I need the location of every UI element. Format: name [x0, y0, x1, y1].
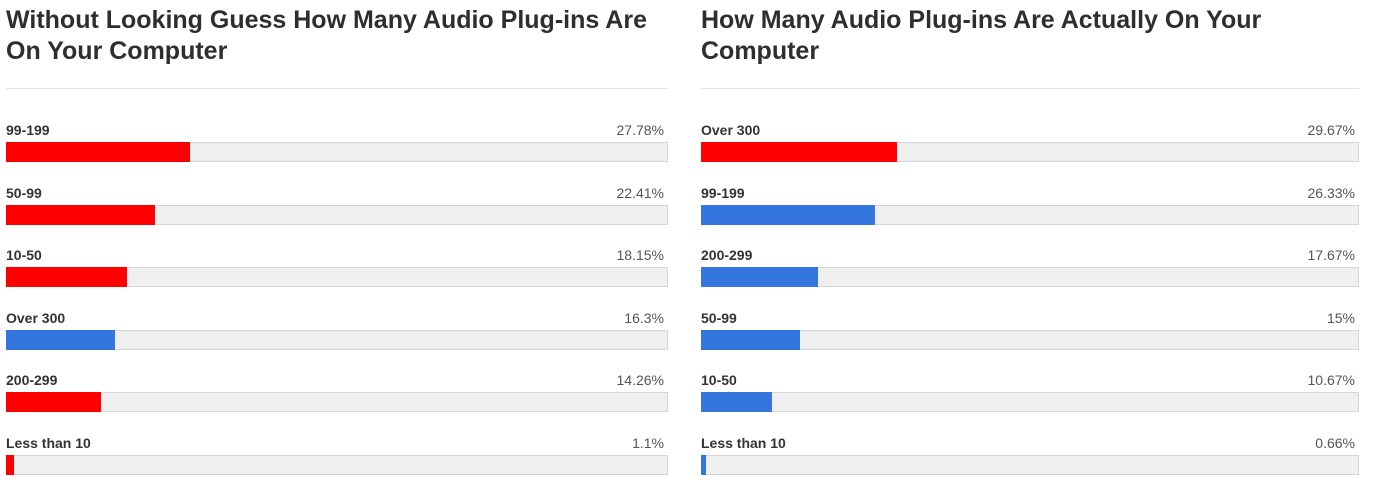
bar-fill [701, 142, 897, 162]
option-label: Over 300 [701, 122, 761, 138]
option-label: 10-50 [701, 372, 737, 389]
poll-row: Over 300 16.3% [6, 309, 668, 359]
percent-label: 1.1% [632, 435, 664, 451]
bar-fill [6, 204, 155, 225]
percent-label: 17.67% [1307, 247, 1355, 264]
poll-row: 99-199 27.78% [6, 121, 668, 171]
option-label: Over 300 [6, 309, 66, 326]
bar-fill [6, 455, 15, 475]
bar-track [6, 455, 668, 475]
option-label: 50-99 [6, 184, 42, 201]
option-label: 10-50 [6, 247, 42, 264]
percent-label: 0.66% [1315, 435, 1355, 451]
bar-fill [6, 392, 102, 413]
bar-fill [701, 267, 818, 288]
bar-track [6, 329, 668, 350]
percent-label: 10.67% [1307, 372, 1355, 389]
bar-fill [701, 455, 707, 475]
bar-track [701, 455, 1359, 475]
bar-track [6, 142, 668, 162]
bar-track [701, 267, 1359, 288]
poll-row: 99-199 26.33% [701, 184, 1359, 234]
percent-label: 27.78% [616, 122, 664, 138]
poll-panel-guess: Without Looking Guess How Many Audio Plu… [6, 0, 668, 475]
percent-label: 26.33% [1307, 184, 1355, 201]
poll-row: Over 300 29.67% [701, 121, 1359, 171]
bar-track [701, 142, 1359, 162]
option-label: 50-99 [701, 309, 737, 326]
bar-fill [701, 204, 875, 225]
bar-fill [701, 329, 801, 350]
bar-track [701, 204, 1359, 225]
poll-row: 200-299 17.67% [701, 246, 1359, 296]
percent-label: 15% [1326, 309, 1355, 326]
bar-track [701, 392, 1359, 413]
percent-label: 18.15% [616, 247, 664, 264]
poll-row: 10-50 10.67% [701, 371, 1359, 421]
poll-row: 50-99 22.41% [6, 184, 668, 234]
bar-track [701, 329, 1359, 350]
poll-row: Less than 10 1.1% [6, 434, 668, 484]
poll-panel-actual: How Many Audio Plug-ins Are Actually On … [701, 0, 1359, 475]
option-label: Less than 10 [6, 435, 91, 451]
divider [701, 88, 1359, 89]
option-label: Less than 10 [701, 435, 786, 451]
bar-fill [6, 267, 127, 288]
poll-title: How Many Audio Plug-ins Are Actually On … [701, 6, 1262, 65]
percent-label: 14.26% [616, 372, 664, 389]
option-label: 200-299 [701, 247, 753, 264]
option-label: 99-199 [701, 184, 745, 201]
bar-track [6, 204, 668, 225]
percent-label: 16.3% [624, 309, 664, 326]
percent-label: 22.41% [616, 184, 664, 201]
poll-row: 10-50 18.15% [6, 246, 668, 296]
option-label: 200-299 [6, 372, 58, 389]
poll-row: 200-299 14.26% [6, 371, 668, 421]
bar-track [6, 267, 668, 288]
bar-fill [701, 392, 772, 413]
option-label: 99-199 [6, 122, 50, 138]
poll-title: Without Looking Guess How Many Audio Plu… [6, 6, 647, 65]
bar-track [6, 392, 668, 413]
bar-fill [6, 329, 115, 350]
bar-fill [6, 142, 191, 162]
poll-row: 50-99 15% [701, 309, 1359, 359]
percent-label: 29.67% [1307, 122, 1355, 138]
poll-row: Less than 10 0.66% [701, 434, 1359, 484]
divider [6, 88, 668, 89]
